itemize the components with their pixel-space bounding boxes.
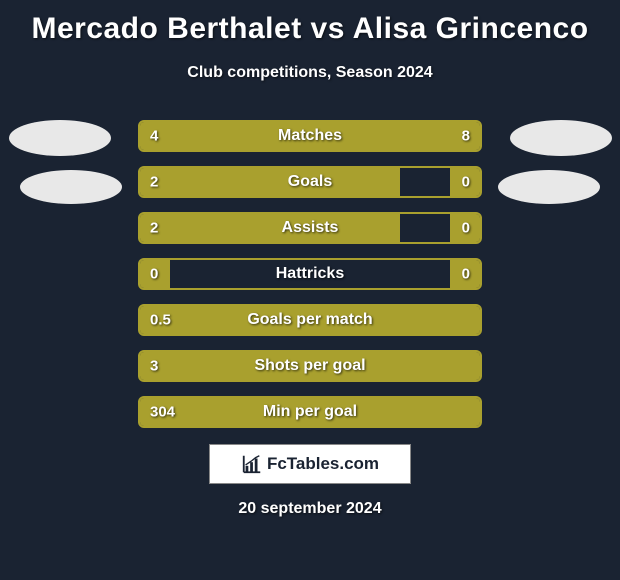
subtitle: Club competitions, Season 2024	[0, 64, 620, 82]
stat-label: Matches	[140, 127, 480, 145]
player-right-avatar-1	[510, 120, 612, 156]
stat-row: 0.5Goals per match	[138, 304, 482, 336]
comparison-chart: 48Matches 20Goals 20Assists 00Hattricks 0.5G…	[0, 120, 620, 442]
chart-icon	[241, 453, 263, 475]
stat-row: 00Hattricks	[138, 258, 482, 290]
player-left-avatar-2	[20, 170, 122, 204]
stat-row: 3Shots per goal	[138, 350, 482, 382]
stat-label: Assists	[140, 219, 480, 237]
date-label: 20 september 2024	[0, 500, 620, 518]
logo-text: FcTables.com	[267, 454, 379, 474]
stat-row: 20Goals	[138, 166, 482, 198]
stat-row: 304Min per goal	[138, 396, 482, 428]
bars-container: 48Matches 20Goals 20Assists 00Hattricks 0.5G…	[0, 120, 620, 428]
stat-label: Shots per goal	[140, 357, 480, 375]
fctables-logo[interactable]: FcTables.com	[209, 444, 411, 484]
player-right-avatar-2	[498, 170, 600, 204]
stat-label: Min per goal	[140, 403, 480, 421]
player-left-avatar-1	[9, 120, 111, 156]
stat-row: 48Matches	[138, 120, 482, 152]
page-title: Mercado Berthalet vs Alisa Grincenco	[0, 0, 620, 46]
stat-row: 20Assists	[138, 212, 482, 244]
stat-label: Hattricks	[140, 265, 480, 283]
stat-label: Goals	[140, 173, 480, 191]
stat-label: Goals per match	[140, 311, 480, 329]
